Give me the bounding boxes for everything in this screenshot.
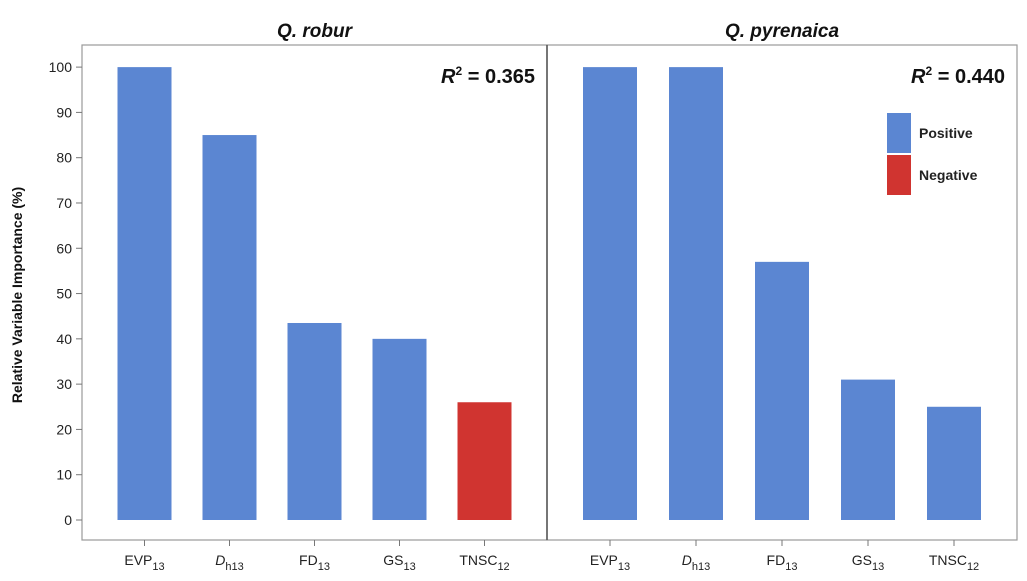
r-squared-value: = 0.365 bbox=[462, 66, 535, 88]
x-tick-label-subscript: 13 bbox=[152, 561, 164, 573]
bar-gs bbox=[372, 338, 427, 520]
y-tick-label: 20 bbox=[56, 421, 72, 437]
y-axis-label: Relative Variable Importance (%) bbox=[9, 187, 25, 403]
x-tick-label-base: EVP bbox=[590, 552, 618, 568]
bar-d bbox=[202, 135, 257, 520]
y-tick-label: 60 bbox=[56, 240, 72, 256]
x-tick-label-base: GS bbox=[383, 552, 403, 568]
y-tick-label: 30 bbox=[56, 376, 72, 392]
x-tick-label-base: D bbox=[215, 552, 225, 568]
x-tick-label: FD13 bbox=[767, 552, 798, 573]
y-tick-label: 10 bbox=[56, 467, 72, 483]
r-squared-superscript: 2 bbox=[925, 64, 932, 78]
r-squared-value: = 0.440 bbox=[932, 66, 1005, 88]
bar-evp bbox=[117, 67, 172, 520]
bar-tnsc bbox=[457, 402, 512, 520]
x-tick-label: Dh13 bbox=[215, 552, 243, 573]
y-tick-label: 90 bbox=[56, 104, 72, 120]
x-tick-label: TNSC12 bbox=[929, 552, 979, 573]
r-squared-symbol: R bbox=[441, 66, 456, 88]
x-tick-label: EVP13 bbox=[590, 552, 630, 573]
r-squared-superscript: 2 bbox=[455, 64, 462, 78]
y-tick-label: 50 bbox=[56, 286, 72, 302]
r-squared-annotation: R2 = 0.440 bbox=[911, 64, 1005, 88]
x-tick-label-subscript: 13 bbox=[872, 561, 884, 573]
bar-tnsc bbox=[927, 406, 981, 520]
x-tick-label: GS13 bbox=[383, 552, 415, 573]
x-tick-label-base: TNSC bbox=[929, 552, 967, 568]
x-tick-label-base: EVP bbox=[124, 552, 152, 568]
x-tick-label-base: TNSC bbox=[459, 552, 497, 568]
bar-fd bbox=[287, 322, 342, 520]
legend-label-negative: Negative bbox=[919, 167, 978, 183]
bar-fd bbox=[755, 261, 809, 520]
y-tick-label: 0 bbox=[64, 512, 72, 528]
r-squared-annotation: R2 = 0.365 bbox=[441, 64, 535, 88]
x-tick-label: EVP13 bbox=[124, 552, 164, 573]
y-tick-label: 70 bbox=[56, 195, 72, 211]
legend: Positive Negative bbox=[887, 113, 978, 195]
x-tick-label: Dh13 bbox=[682, 552, 710, 573]
panel-title: Q. robur bbox=[277, 21, 354, 42]
legend-swatch-negative bbox=[887, 155, 911, 195]
x-tick-label-base: FD bbox=[299, 552, 318, 568]
x-tick-label-subscript: h13 bbox=[225, 561, 243, 573]
y-tick-label: 80 bbox=[56, 150, 72, 166]
y-tick-label: 40 bbox=[56, 331, 72, 347]
legend-label-positive: Positive bbox=[919, 125, 973, 141]
x-tick-label-subscript: h13 bbox=[692, 561, 710, 573]
x-tick-label: TNSC12 bbox=[459, 552, 509, 573]
legend-swatch-positive bbox=[887, 113, 911, 153]
x-tick-label-subscript: 13 bbox=[403, 561, 415, 573]
x-tick-label-subscript: 13 bbox=[618, 561, 630, 573]
bar-d bbox=[669, 67, 723, 520]
y-tick-label: 100 bbox=[49, 59, 73, 75]
r-squared-symbol: R bbox=[911, 66, 926, 88]
x-tick-label-base: D bbox=[682, 552, 692, 568]
panel-title: Q. pyrenaica bbox=[725, 21, 839, 42]
x-tick-label-base: GS bbox=[852, 552, 872, 568]
y-axis: Relative Variable Importance (%) 0 10 20 30… bbox=[9, 59, 82, 528]
x-tick-label-subscript: 12 bbox=[967, 561, 979, 573]
x-tick-label: FD13 bbox=[299, 552, 330, 573]
x-tick-label-subscript: 13 bbox=[785, 561, 797, 573]
x-tick-label-base: FD bbox=[767, 552, 786, 568]
x-tick-label: GS13 bbox=[852, 552, 884, 573]
x-tick-label-subscript: 12 bbox=[497, 561, 509, 573]
bar-gs bbox=[841, 379, 895, 520]
x-tick-label-subscript: 13 bbox=[318, 561, 330, 573]
bar-evp bbox=[583, 67, 637, 520]
